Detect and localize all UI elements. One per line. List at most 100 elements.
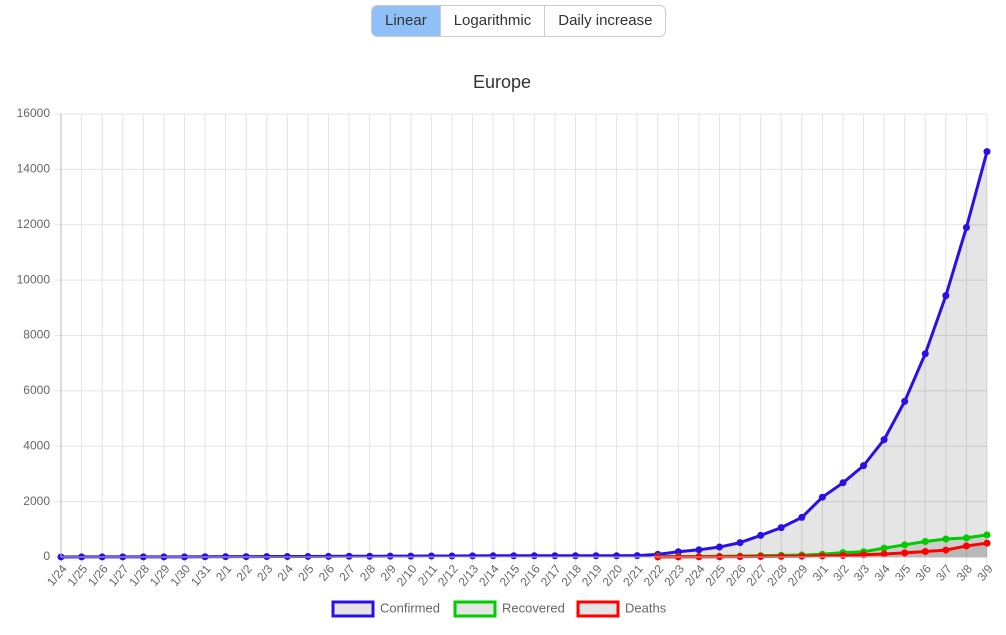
x-tick-label: 2/28 [764,562,790,589]
data-point [798,513,806,521]
data-point [942,535,950,543]
data-point [901,397,909,405]
data-point [921,350,929,358]
data-point [407,552,415,560]
x-tick-label: 2/8 [357,562,379,584]
scale-button[interactable]: Linear [372,6,440,36]
data-point [983,148,991,156]
x-tick-label: 2/15 [497,562,523,589]
x-tick-label: 1/26 [85,562,111,589]
x-tick-label: 2/27 [744,562,770,589]
x-tick-label: 2/14 [476,562,502,589]
x-tick-label: 3/4 [871,562,893,584]
data-point [798,552,806,560]
legend-label: Recovered [502,600,565,615]
x-tick-label: 3/2 [830,562,852,584]
x-tick-label: 2/19 [579,562,605,589]
x-tick-label: 2/18 [558,562,584,589]
x-tick-label: 2/3 [254,562,276,584]
x-tick-label: 2/5 [295,562,317,584]
data-point [489,552,497,560]
chart-title: Europe [473,72,531,92]
data-point [757,531,765,539]
grid [55,113,988,563]
x-tick-label: 2/16 [517,562,543,589]
data-point [345,552,353,560]
scale-button[interactable]: Logarithmic [439,6,545,36]
data-point [571,552,579,560]
x-tick-label: 2/25 [702,562,728,589]
data-point [304,552,312,560]
data-point [818,493,826,501]
x-tick-label: 3/1 [810,562,832,584]
legend-swatch [331,600,375,618]
data-point [613,552,621,560]
legend-label: Confirmed [380,600,440,615]
scale-button[interactable]: Daily increase [544,6,665,36]
data-point [674,548,682,556]
data-point [715,543,723,551]
data-point [530,552,538,560]
x-tick-label: 2/10 [394,562,420,589]
data-point [448,552,456,560]
x-tick-label: 3/6 [913,562,935,584]
data-point [983,531,991,539]
data-point [921,537,929,545]
x-tick-label: 2/6 [316,562,338,584]
data-point [880,544,888,552]
data-point [921,547,929,555]
x-tick-label: 1/25 [65,562,91,589]
data-point [386,552,394,560]
x-tick-label: 2/13 [456,562,482,589]
data-point [942,292,950,300]
y-tick-label: 8000 [23,328,50,342]
x-tick-label: 2/21 [620,562,646,589]
x-tick-label: 3/9 [974,562,996,584]
x-tick-label: 2/4 [275,562,297,584]
data-point [839,551,847,559]
x-tick-label: 1/29 [147,562,173,589]
data-point [427,552,435,560]
x-tick-label: 1/31 [188,562,214,589]
data-point [366,552,374,560]
data-point [839,479,847,487]
legend-swatch [453,600,497,618]
x-tick-label: 2/12 [435,562,461,589]
scale-toggle: Linear Logarithmic Daily increase [371,5,667,37]
data-point [962,534,970,542]
y-tick-label: 0 [43,549,50,563]
data-point [633,552,641,560]
data-point [901,549,909,557]
y-tick-label: 12000 [17,217,51,231]
x-tick-label: 3/3 [851,562,873,584]
data-point [551,552,559,560]
x-tick-label: 2/23 [661,562,687,589]
x-tick-label: 1/24 [44,562,70,589]
data-point [942,546,950,554]
x-tick-label: 2/7 [336,562,358,584]
legend-swatch [576,600,620,618]
data-point [592,552,600,560]
x-tick-label: 2/2 [233,562,255,584]
x-tick-label: 2/11 [415,562,440,588]
y-tick-label: 16000 [17,106,51,120]
series-area [61,151,987,557]
x-tick-label: 3/7 [933,562,955,584]
data-point [469,552,477,560]
data-point [860,462,868,470]
x-tick-label: 3/8 [954,562,976,584]
data-point [983,539,991,547]
y-tick-label: 4000 [23,438,50,452]
x-tick-label: 2/1 [213,562,235,584]
data-point [325,552,333,560]
x-tick-label: 2/26 [723,562,749,589]
y-tick-label: 14000 [17,162,51,176]
data-point [818,552,826,560]
x-tick-label: 1/30 [167,562,193,589]
data-point [510,552,518,560]
x-tick-label: 2/22 [641,562,667,589]
data-point [962,542,970,550]
data-point [901,541,909,549]
data-point [736,539,744,547]
